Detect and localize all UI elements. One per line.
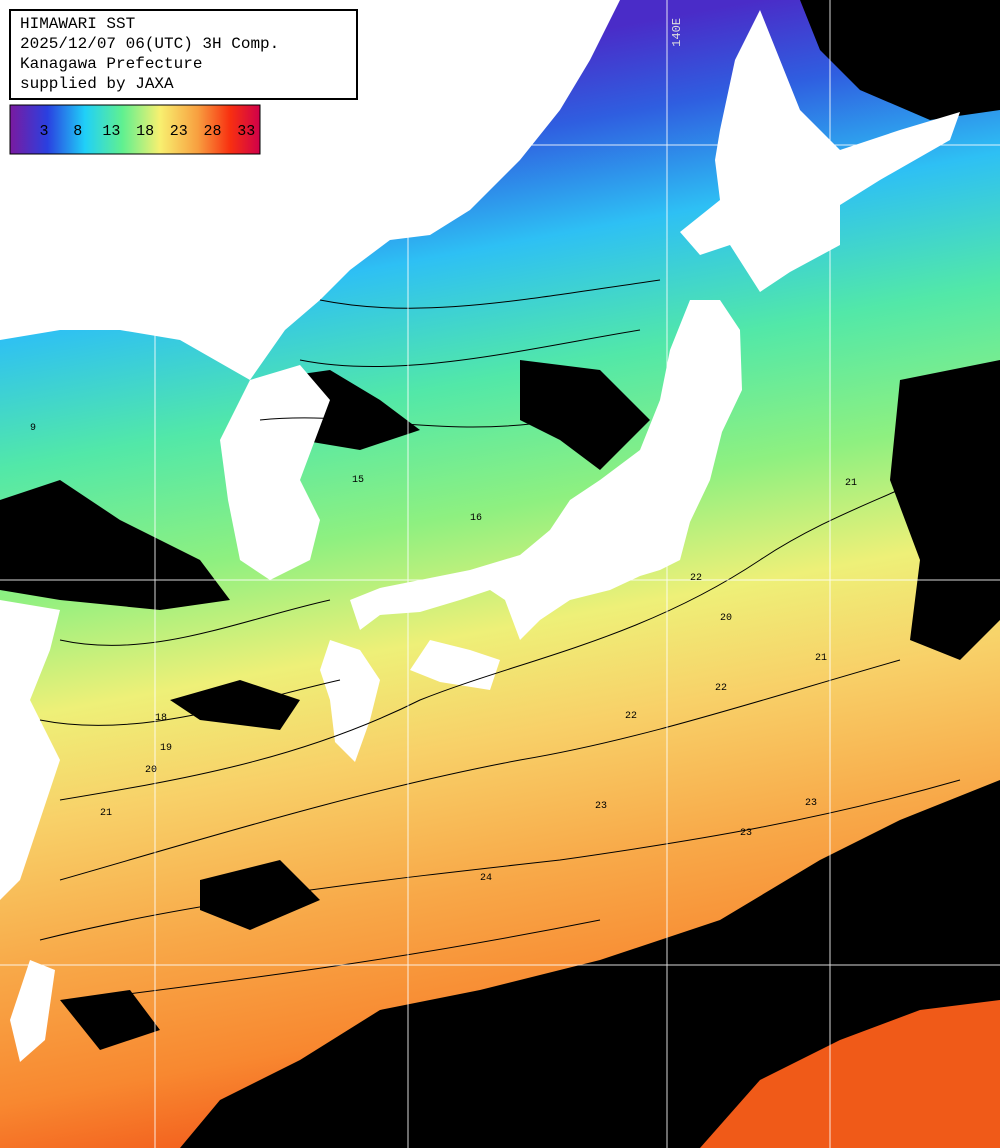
- contour-label: 18: [155, 713, 167, 724]
- contour-label: 23: [740, 828, 752, 839]
- colorbar-labels: 3 8 13 18 23 28 33: [39, 123, 255, 140]
- header-line: supplied by JAXA: [20, 75, 174, 93]
- colorbar-label: 8: [73, 123, 82, 140]
- header-line: 2025/12/07 06(UTC) 3H Comp.: [20, 35, 279, 53]
- colorbar-label: 28: [203, 123, 221, 140]
- header-box: [9, 9, 358, 100]
- contour-label: 19: [160, 743, 172, 754]
- contour-label: 23: [805, 798, 817, 809]
- contour-label: 24: [245, 893, 257, 904]
- header-line: HIMAWARI SST: [20, 15, 135, 33]
- contour-label: 16: [470, 513, 482, 524]
- header: HIMAWARI SST 2025/12/07 06(UTC) 3H Comp. K…: [20, 15, 279, 93]
- contour-label: 22: [625, 711, 637, 722]
- colorbar-label: 13: [102, 123, 120, 140]
- contour-label: 23: [595, 801, 607, 812]
- colorbar-label: 23: [170, 123, 188, 140]
- isotherms: [39, 279, 961, 1001]
- header-line: Kanagawa Prefecture: [20, 55, 202, 73]
- contour-label: 15: [352, 475, 364, 486]
- contour-label: 20: [720, 613, 732, 624]
- contour-label: 20: [145, 765, 157, 776]
- contour-label: 21: [815, 653, 827, 664]
- colorbar-label: 3: [39, 123, 48, 140]
- contour-label: 9: [30, 423, 36, 434]
- contour-label: 22: [715, 683, 727, 694]
- sea-surface-warm: [700, 1000, 1000, 1148]
- longitude-label: 140E: [670, 18, 684, 47]
- contour-label: 22: [690, 573, 702, 584]
- colorbar-label: 18: [136, 123, 154, 140]
- contour-label: 24: [480, 873, 492, 884]
- contour-label: 21: [845, 478, 857, 489]
- colorbar-label: 33: [237, 123, 255, 140]
- contour-label: 21: [100, 808, 112, 819]
- colorbar: [9, 104, 261, 155]
